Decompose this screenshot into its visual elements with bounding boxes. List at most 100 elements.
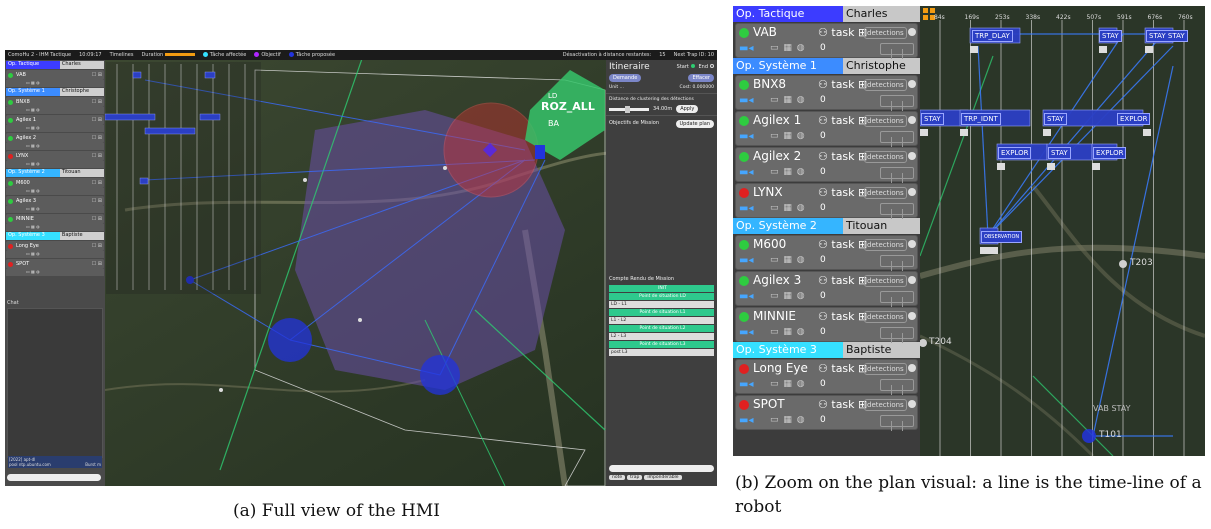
detections-toggle[interactable]: detections: [864, 311, 907, 323]
eye-icon[interactable]: [908, 188, 916, 196]
detections-toggle[interactable]: detections: [864, 399, 907, 411]
chat-area[interactable]: [7, 308, 103, 458]
robot-row[interactable]: VAB ☐ ⊞: [6, 70, 104, 80]
task-icon[interactable]: ☐ ⊞: [91, 153, 102, 159]
map-point-t203[interactable]: [1119, 260, 1127, 268]
robot-row[interactable]: LYNX ☐ ⊞: [6, 151, 104, 161]
task-icon[interactable]: ☐ ⊞: [91, 261, 102, 267]
timeline-task[interactable]: TRP_DLAY: [972, 30, 1013, 42]
deactivation-value[interactable]: 15: [659, 52, 666, 58]
task-icon[interactable]: ☐ ⊞: [91, 99, 102, 105]
report-tag-button[interactable]: imponderable: [644, 475, 682, 480]
task-button[interactable]: ⚇ task ⊞: [818, 150, 868, 163]
timeline-task[interactable]: EXPLOR: [1093, 147, 1127, 159]
green-zone[interactable]: [525, 70, 605, 160]
timeline-task[interactable]: OBSERVATION: [981, 231, 1023, 243]
detections-toggle[interactable]: detections: [864, 115, 907, 127]
detection-slots[interactable]: [880, 203, 914, 219]
task-icon[interactable]: ☐ ⊞: [91, 180, 102, 186]
task-button[interactable]: ⚇ task ⊞: [818, 274, 868, 287]
detection-slots[interactable]: [880, 327, 914, 343]
report-tag-button[interactable]: note: [609, 475, 626, 480]
eye-icon[interactable]: [908, 28, 916, 36]
robot-disc[interactable]: [268, 318, 312, 362]
detection-slots[interactable]: [880, 291, 914, 307]
chat-input[interactable]: [7, 474, 101, 481]
robot-row[interactable]: Long Eye ☐ ⊞: [6, 241, 104, 251]
task-icon[interactable]: ☐ ⊞: [91, 135, 102, 141]
timeline-task[interactable]: STAY: [1048, 147, 1071, 159]
report-row[interactable]: Point de situation L2: [609, 325, 714, 332]
clustering-slider[interactable]: [609, 105, 649, 113]
report-row[interactable]: L2 - L3: [609, 333, 714, 340]
add-task-icon[interactable]: ⊞: [858, 26, 868, 39]
robot-row[interactable]: Agilex 1 ☐ ⊞: [6, 115, 104, 125]
detection-slots[interactable]: [880, 415, 914, 431]
task-icon[interactable]: ☐ ⊞: [91, 72, 102, 78]
robot-marker[interactable]: [535, 145, 545, 159]
map-view[interactable]: ROZ_ALL LD BA: [5, 50, 717, 486]
detection-slots[interactable]: [880, 379, 914, 395]
report-row[interactable]: INIT: [609, 285, 714, 292]
eye-icon[interactable]: [908, 80, 916, 88]
add-task-icon[interactable]: ⊞: [858, 150, 868, 163]
update-plan-button[interactable]: Update plan: [675, 120, 714, 128]
robot-disc[interactable]: [420, 355, 460, 395]
robot-card[interactable]: Agilex 1 ⚇ task ⊞ detections ▬◂ ▭ ▦ ◍ 0: [735, 111, 918, 147]
detection-slots[interactable]: [880, 95, 914, 111]
timeline-task[interactable]: STAY: [921, 113, 944, 125]
report-row[interactable]: Point de situation LD: [609, 293, 714, 300]
report-input[interactable]: [609, 465, 714, 472]
task-button[interactable]: ⚇ task ⊞: [818, 114, 868, 127]
task-button[interactable]: ⚇ task ⊞: [818, 238, 868, 251]
timelines-toggle[interactable]: Timelines: [109, 52, 134, 58]
report-tag-button[interactable]: trap: [627, 475, 643, 480]
robot-card[interactable]: Agilex 3 ⚇ task ⊞ detections ▬◂ ▭ ▦ ◍ 0: [735, 271, 918, 307]
add-task-icon[interactable]: ⊞: [858, 186, 868, 199]
add-task-icon[interactable]: ⊞: [858, 238, 868, 251]
task-button[interactable]: ⚇ task ⊞: [818, 310, 868, 323]
detection-slots[interactable]: [880, 255, 914, 271]
robot-card[interactable]: Agilex 2 ⚇ task ⊞ detections ▬◂ ▭ ▦ ◍ 0: [735, 147, 918, 183]
detections-toggle[interactable]: detections: [864, 239, 907, 251]
add-task-icon[interactable]: ⊞: [858, 274, 868, 287]
robot-row[interactable]: Agilex 3 ☐ ⊞: [6, 196, 104, 206]
task-icon[interactable]: ☐ ⊞: [91, 216, 102, 222]
detection-slots[interactable]: [880, 131, 914, 147]
robot-row[interactable]: M600 ☐ ⊞: [6, 178, 104, 188]
timeline-task[interactable]: EXPLOR: [998, 147, 1032, 159]
detections-toggle[interactable]: detections: [864, 363, 907, 375]
robot-t101[interactable]: [1082, 429, 1096, 443]
task-button[interactable]: ⚇ task ⊞: [818, 398, 868, 411]
add-task-icon[interactable]: ⊞: [858, 362, 868, 375]
robot-card[interactable]: LYNX ⚇ task ⊞ detections ▬◂ ▭ ▦ ◍ 0: [735, 183, 918, 219]
map-point-t204[interactable]: [919, 339, 927, 347]
report-row[interactable]: L1 - L2: [609, 317, 714, 324]
eye-icon[interactable]: [908, 400, 916, 408]
duration-slider[interactable]: Duration: [141, 52, 195, 58]
start-radio[interactable]: [690, 64, 695, 68]
add-task-icon[interactable]: ⊞: [858, 310, 868, 323]
end-radio[interactable]: [710, 64, 714, 68]
report-row[interactable]: Point de situation L3: [609, 341, 714, 348]
eye-icon[interactable]: [908, 152, 916, 160]
detections-toggle[interactable]: detections: [864, 79, 907, 91]
task-button[interactable]: ⚇ task ⊞: [818, 78, 868, 91]
robot-card[interactable]: MINNIE ⚇ task ⊞ detections ▬◂ ▭ ▦ ◍ 0: [735, 307, 918, 343]
task-icon[interactable]: ☐ ⊞: [91, 117, 102, 123]
objective-marker[interactable]: [482, 142, 498, 158]
robot-row[interactable]: MINNIE ☐ ⊞: [6, 214, 104, 224]
eye-icon[interactable]: [908, 364, 916, 372]
add-task-icon[interactable]: ⊞: [858, 78, 868, 91]
timeline-task[interactable]: TRP_IDNT: [961, 113, 1001, 125]
detections-toggle[interactable]: detections: [864, 27, 907, 39]
timeline-task[interactable]: EXPLOR: [1117, 113, 1151, 125]
task-icon[interactable]: ☐ ⊞: [91, 198, 102, 204]
robot-card[interactable]: SPOT ⚇ task ⊞ detections ▬◂ ▭ ▦ ◍ 0: [735, 395, 918, 431]
timeline-task[interactable]: STAY STAY: [1146, 30, 1188, 42]
report-row[interactable]: LD - L1: [609, 301, 714, 308]
detection-slots[interactable]: [880, 167, 914, 183]
robot-row[interactable]: SPOT ☐ ⊞: [6, 259, 104, 269]
detection-slots[interactable]: [880, 43, 914, 59]
demande-button[interactable]: Demande: [609, 74, 642, 82]
